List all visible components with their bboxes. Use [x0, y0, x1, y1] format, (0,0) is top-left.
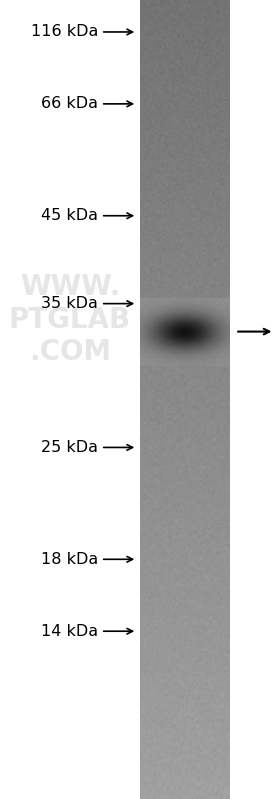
Text: WWW.
PTGLAB
.COM: WWW. PTGLAB .COM — [9, 273, 131, 366]
Text: 35 kDa: 35 kDa — [41, 296, 98, 311]
Text: 14 kDa: 14 kDa — [41, 624, 98, 638]
Text: 25 kDa: 25 kDa — [41, 440, 98, 455]
Text: 116 kDa: 116 kDa — [31, 25, 98, 39]
Text: 66 kDa: 66 kDa — [41, 97, 98, 111]
Text: 45 kDa: 45 kDa — [41, 209, 98, 223]
Text: 18 kDa: 18 kDa — [41, 552, 98, 566]
